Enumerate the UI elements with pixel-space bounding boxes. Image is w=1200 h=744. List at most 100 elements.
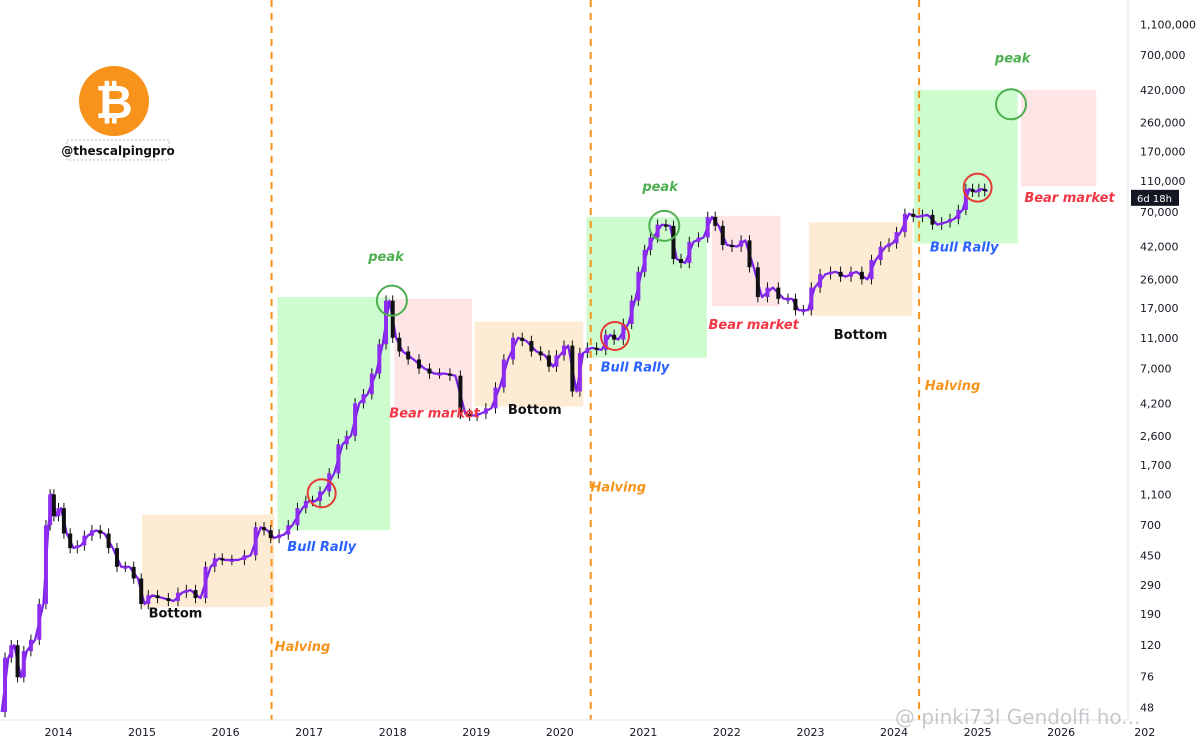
price-candle-53: [417, 359, 422, 369]
handle-box: [66, 139, 170, 161]
y-axis: 48 76 120 190 290 450 700 1,100 1,700 2,600 4,200 7…: [1127, 0, 1196, 720]
y-tick-label: 17,000: [1140, 302, 1179, 315]
price-candle-16: [98, 530, 103, 534]
price-candle-98: [801, 310, 806, 313]
price-candle-33: [253, 527, 258, 556]
x-tick-label: 202: [1134, 726, 1155, 739]
price-candle-72: [585, 347, 590, 353]
price-candle-71: [577, 352, 582, 392]
price-candle-24: [166, 598, 171, 601]
price-candle-14: [82, 535, 87, 546]
price-candle-65: [529, 340, 534, 352]
price-candle-40: [310, 500, 315, 503]
price-candle-9: [51, 494, 56, 517]
price-candle-22: [146, 595, 151, 604]
price-candle-88: [713, 216, 718, 226]
price-candle-56: [447, 373, 452, 376]
x-tick-label: 2019: [462, 726, 490, 739]
price-candle-37: [286, 525, 291, 535]
price-candle-64: [520, 337, 525, 341]
price-candle-100: [818, 274, 823, 288]
price-candle-119: [982, 188, 987, 192]
y-tick-label: 120: [1140, 639, 1161, 652]
price-candle-27: [193, 590, 198, 599]
price-candle-20: [131, 566, 136, 579]
zone-bottom-0: [142, 514, 275, 608]
price-candle-59: [475, 413, 480, 416]
x-tick-label: 2014: [44, 726, 72, 739]
price-candle-76: [621, 323, 626, 340]
price-candle-48: [377, 344, 382, 374]
brand-block: ₿ @thescalpingpro: [61, 66, 175, 161]
price-candle-32: [242, 555, 247, 560]
price-candle-38: [295, 508, 300, 526]
y-tick-label: 11,000: [1140, 332, 1179, 345]
price-candle-106: [878, 246, 883, 261]
annotation-bottom-0: Bottom: [149, 607, 203, 622]
x-tick-label: 2018: [379, 726, 407, 739]
price-candle-46: [361, 394, 366, 404]
price-candle-107: [887, 243, 892, 247]
breakout-circle-0: [306, 478, 337, 509]
price-candle-80: [648, 237, 653, 250]
price-candle-77: [629, 300, 634, 324]
annotation-bear-9: Bear market: [708, 318, 799, 333]
price-candle-117: [970, 188, 975, 192]
y-tick-label: 2,600: [1140, 430, 1172, 443]
price-candle-18: [114, 548, 119, 567]
price-candle-61: [493, 387, 498, 409]
y-tick-label: 700,000: [1140, 49, 1186, 62]
price-candle-1: [3, 657, 8, 712]
y-tick-label: 48: [1140, 702, 1154, 715]
x-tick-label: 2015: [128, 726, 156, 739]
zone-bull-4: [586, 216, 707, 358]
annotation-halving-6: Halving: [591, 480, 647, 495]
price-candle-85: [687, 241, 692, 264]
price-candle-54: [427, 368, 432, 374]
price-candle-114: [948, 219, 953, 223]
y-tick-label: 7,000: [1140, 363, 1172, 376]
annotation-halving-11: Halving: [925, 379, 981, 394]
y-tick-label: 1,700: [1140, 459, 1172, 472]
price-candle-43: [336, 444, 341, 474]
price-candle-115: [956, 209, 961, 220]
price-candle-74: [603, 334, 608, 350]
price-candle-78: [636, 271, 641, 301]
y-tick-label: 190: [1140, 608, 1161, 621]
x-tick-label: 2023: [796, 726, 824, 739]
price-candle-93: [755, 267, 760, 298]
highlight-circles: [306, 88, 1028, 509]
price-candle-28: [203, 566, 208, 599]
y-tick-label: 76: [1140, 670, 1154, 683]
price-candle-52: [406, 351, 411, 360]
price-candle-15: [89, 530, 94, 536]
price-candle-3: [15, 645, 20, 678]
price-candle-50: [390, 300, 395, 338]
price-candle-51: [397, 337, 402, 352]
annotation-peak-13: peak: [994, 51, 1032, 66]
x-tick-label: 2024: [880, 726, 908, 739]
price-candle-84: [678, 259, 683, 264]
annotation-peak-8: peak: [641, 180, 679, 195]
annotation-bear-4: Bear market: [389, 407, 480, 422]
price-candle-67: [546, 355, 551, 367]
price-candle-44: [344, 435, 349, 445]
price-candle-6: [37, 603, 42, 640]
price-candle-118: [976, 188, 981, 192]
price-candle-90: [729, 245, 734, 248]
x-tick-label: 2017: [295, 726, 323, 739]
price-candle-36: [277, 534, 282, 539]
price-candle-105: [869, 260, 874, 280]
annotation-bull-12: Bull Rally: [930, 241, 999, 256]
price-candle-39: [303, 500, 308, 509]
price-candle-66: [538, 351, 543, 356]
peak-circle-2: [995, 88, 1028, 121]
price-candle-34: [262, 527, 267, 531]
price-candle-101: [828, 271, 833, 275]
price-candle-2: [9, 645, 14, 658]
y-tick-label: 4,200: [1140, 397, 1172, 410]
price-candle-57: [458, 375, 463, 414]
y-tick-label: 1,100,000: [1140, 18, 1196, 31]
x-axis: 2014 2015 2016 2017 2018 2019 2020 2021 2022 2023…: [0, 719, 1155, 739]
